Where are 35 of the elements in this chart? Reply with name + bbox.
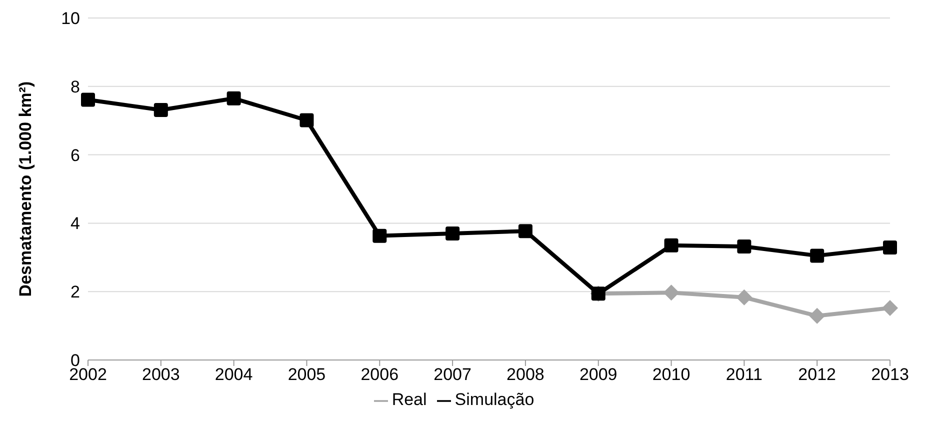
point [663,284,680,301]
y-tick-label: 8 [70,77,80,96]
x-tick-label: 2012 [798,365,836,384]
point [154,103,168,117]
x-tick-label: 2006 [360,365,399,384]
legend-label: Simulação [454,390,534,409]
y-axis-title: Desmatamento (1.000 km²) [16,81,36,297]
x-tick-label: 2009 [579,365,618,384]
point [518,224,532,238]
point [226,91,241,106]
point [446,226,460,240]
y-tick-label: 4 [70,214,80,234]
y-tick-label: 6 [70,146,80,165]
y-tick-label: 10 [61,9,80,28]
x-tick-label: 2011 [726,365,762,384]
point [809,308,826,324]
point [810,248,824,263]
point [664,238,678,252]
x-tick-label: 2008 [506,365,544,384]
legend-label: Real [392,390,427,409]
point [372,228,387,243]
y-tick-label: 2 [70,282,80,302]
x-tick-label: 2002 [69,365,107,384]
point [81,92,95,107]
x-tick-label: 2004 [214,365,253,384]
x-tick-label: 2010 [652,365,690,384]
point [882,300,898,316]
x-tick-label: 2007 [434,365,472,384]
x-tick-label: 2003 [142,365,180,384]
point [300,113,314,128]
point [883,240,897,254]
x-tick-label: 2013 [871,365,909,384]
x-tick-label: 2005 [288,365,326,384]
point [736,289,752,306]
point [737,239,752,254]
